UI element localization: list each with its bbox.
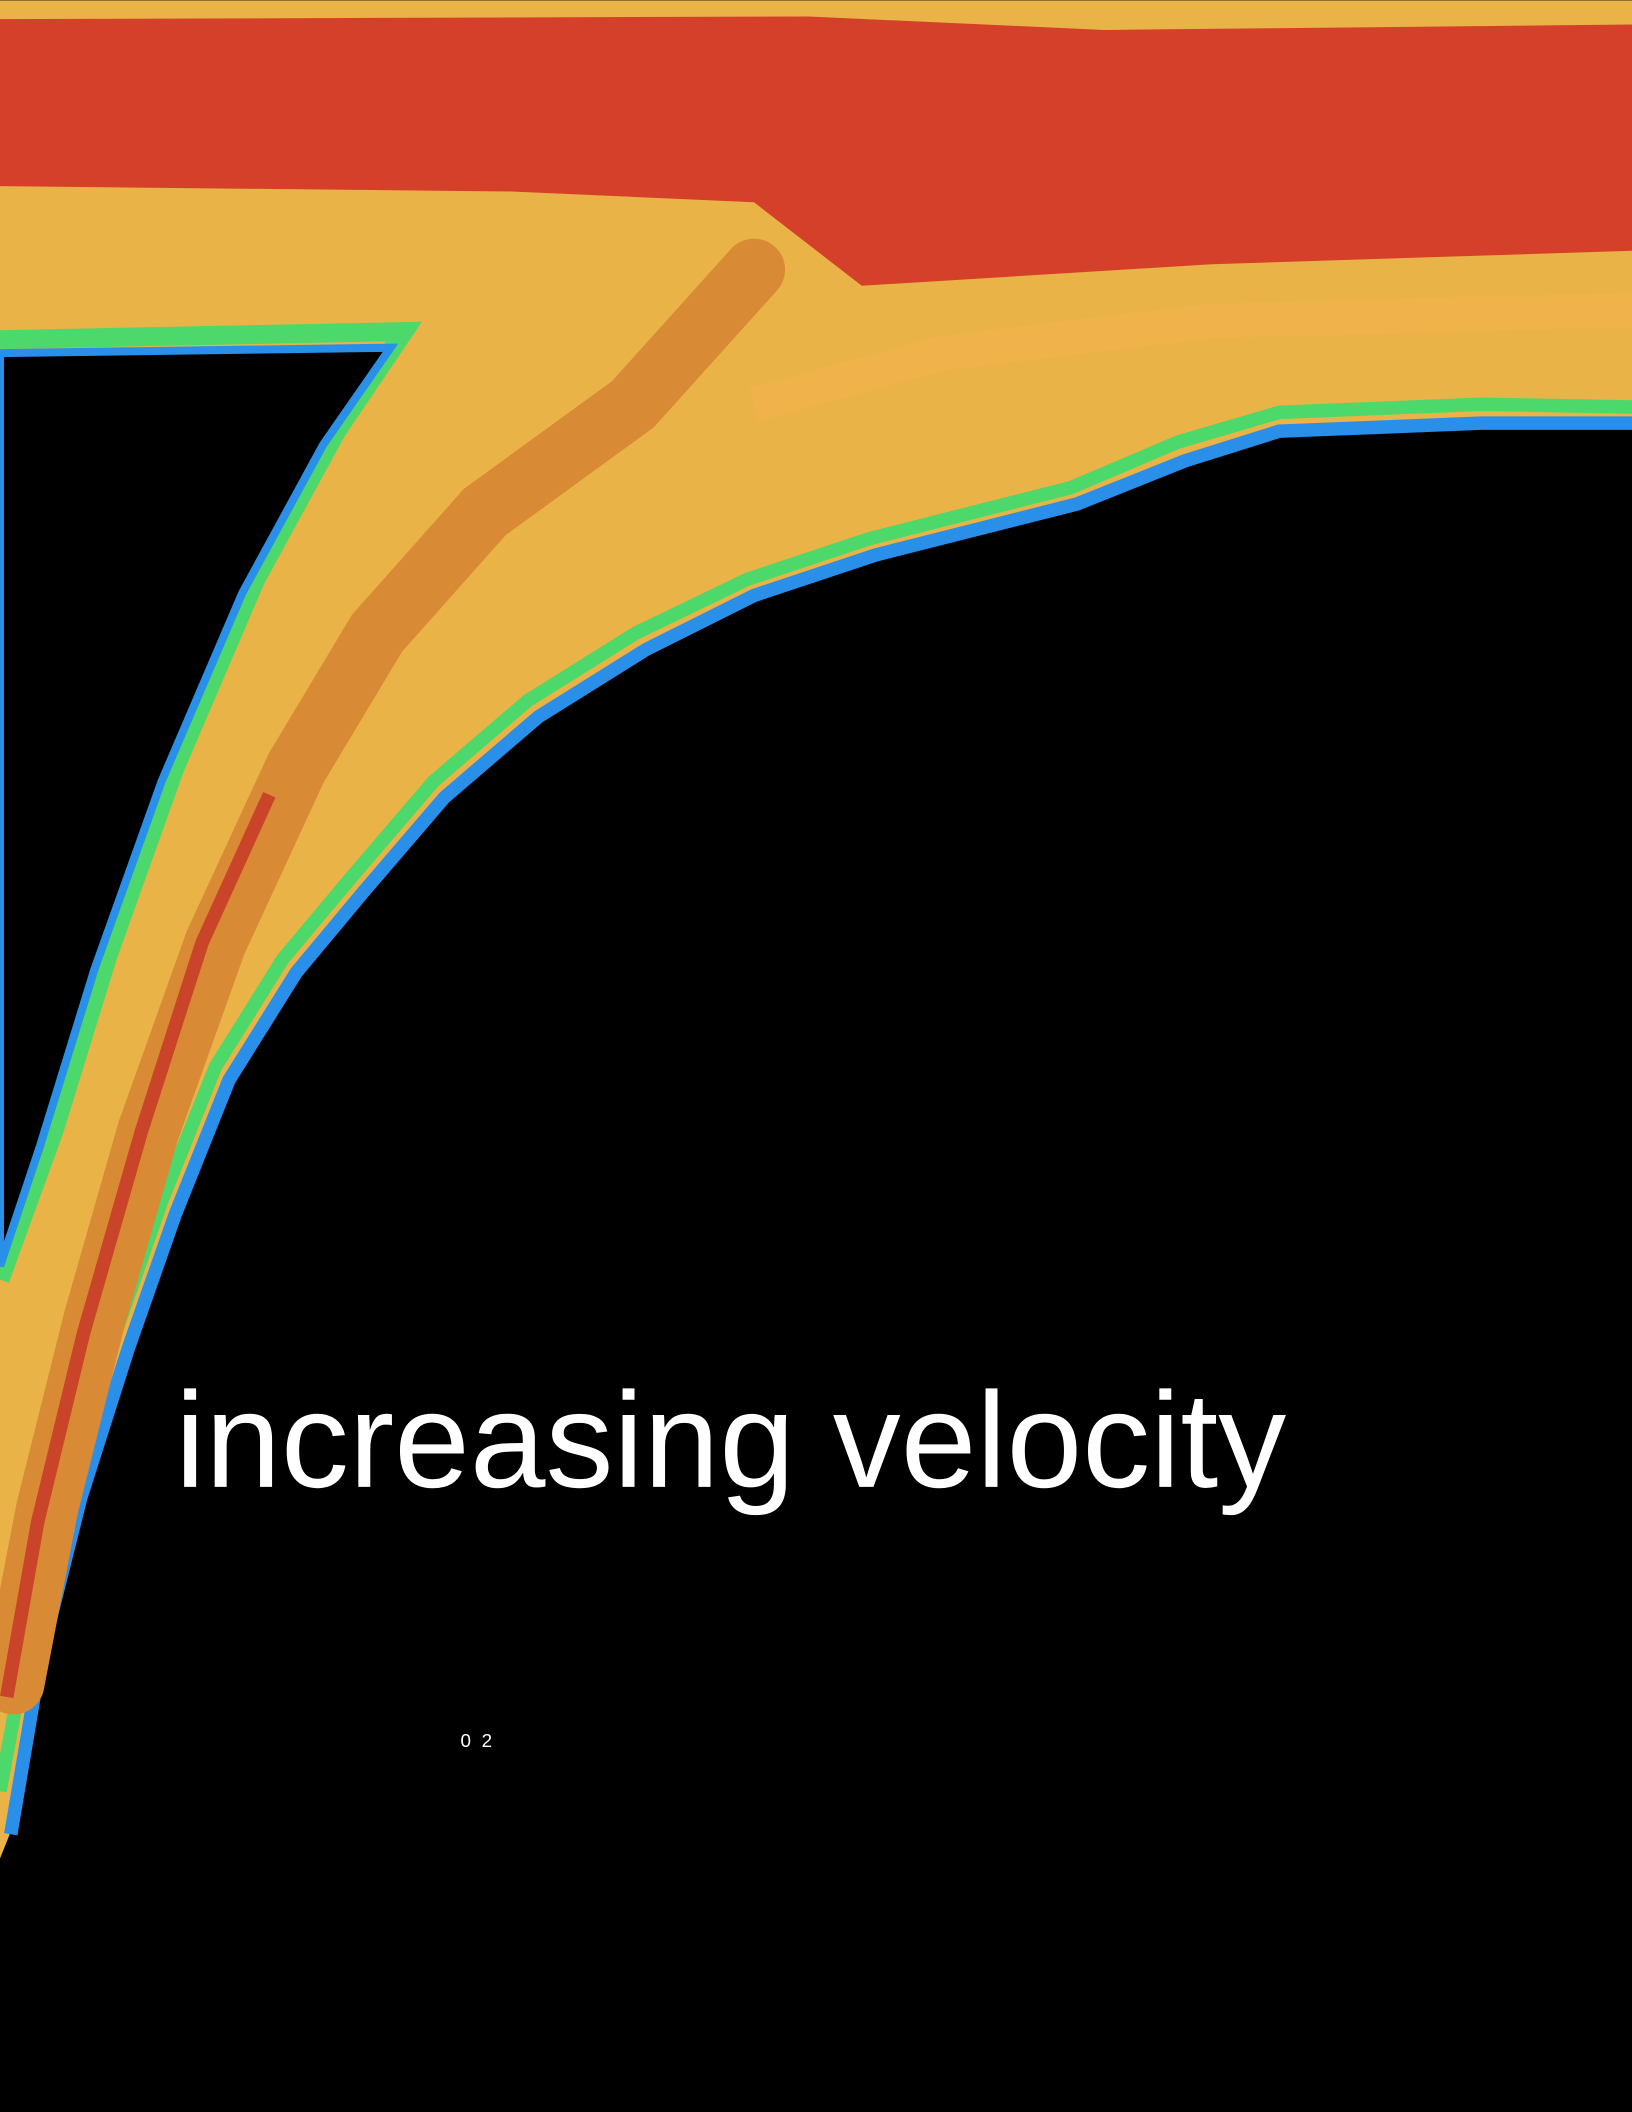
page-canvas: increasing velocity 0 2 bbox=[0, 0, 1632, 2112]
page: increasing velocity 0 2 (() => { const d… bbox=[0, 0, 1632, 2112]
page-number: 0 2 bbox=[461, 1730, 495, 1751]
headline: increasing velocity bbox=[175, 1364, 1286, 1516]
